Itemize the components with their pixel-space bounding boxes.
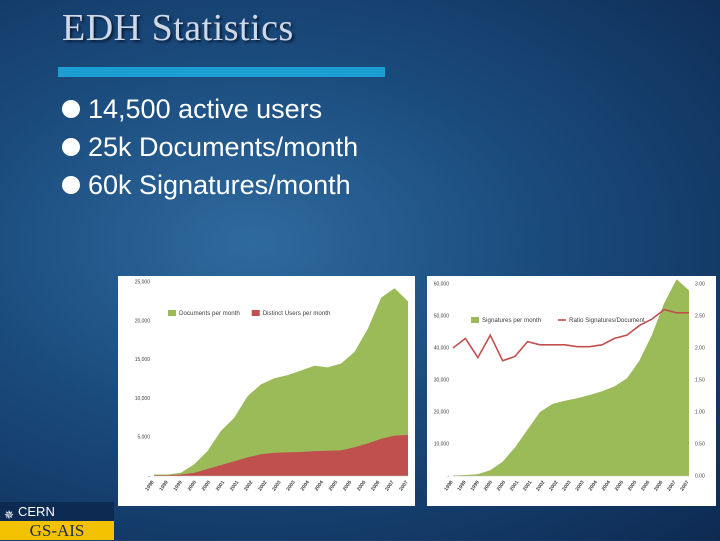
x-tick-label: 2007 [398,480,409,493]
gs-ais-label: GS-AIS [0,521,114,540]
bullet-dot-icon [62,176,80,194]
bullet-text: 60k Signatures/month [88,169,351,200]
legend-swatch [471,317,479,323]
bullet-list: 14,500 active users 25k Documents/month … [62,90,358,204]
legend-label: Distinct Users per month [263,310,331,317]
cern-logo-top: ✵ CERN [0,502,114,522]
x-tick-label: 2005 [614,480,625,493]
x-tick-label: 2005 [342,480,353,493]
x-tick-label: 2006 [370,480,381,493]
y2-tick-label: 2.00 [695,346,705,352]
y2-tick-label: 0.00 [695,474,705,480]
y2-tick-label: 1.00 [695,410,705,416]
bullet-text: 25k Documents/month [88,131,359,162]
x-tick-label: 2002 [243,480,254,493]
x-tick-label: 2005 [627,480,638,493]
y-tick-label: 25,000 [135,280,151,286]
y2-tick-label: 2.50 [695,314,705,320]
bullet-dot-icon [62,100,80,118]
y-tick-label: 50,000 [434,314,450,320]
x-tick-label: 2004 [588,480,599,493]
x-tick-label: 2005 [328,480,339,493]
x-tick-label: 2006 [653,480,664,493]
x-tick-label: 1999 [456,480,467,493]
x-tick-label: 2001 [215,480,226,493]
y2-tick-label: 1.50 [695,378,705,384]
x-tick-label: 2000 [496,480,507,493]
x-tick-label: 1999 [158,480,169,493]
x-tick-label: 1998 [144,480,155,493]
bullet-item: 25k Documents/month [62,128,358,166]
series-area [154,288,408,476]
y-tick-label: 5,000 [137,435,150,441]
x-tick-label: 1999 [470,480,481,493]
y-tick-label: 10,000 [135,396,151,402]
cern-rings-icon: ✵ [4,508,15,522]
x-tick-label: 2003 [271,480,282,493]
slide-title: EDH Statistics [62,7,294,49]
x-tick-label: 2001 [229,480,240,493]
x-tick-label: 2002 [548,480,559,493]
legend-swatch [251,310,260,316]
x-tick-label: 2004 [601,480,612,493]
x-tick-label: 2007 [679,480,690,493]
y-tick-label: - [148,474,150,480]
documents-users-chart: -5,000 10,000 15,000 20,000 25,000 1998 1999 19… [118,276,415,506]
y2-tick-label: 0.50 [695,442,705,448]
legend-label: Documents per month [179,310,240,317]
ratio-line [452,308,689,362]
x-tick-label: 2000 [483,480,494,493]
y2-tick-label: 3.00 [695,282,705,288]
x-tick-label: 2002 [257,480,268,493]
x-tick-label: 2003 [561,480,572,493]
cern-logo-text: CERN [18,504,55,519]
x-tick-label: 2007 [384,480,395,493]
y-tick-label: 40,000 [434,346,450,352]
y-tick-label: 60,000 [434,282,450,288]
x-tick-label: 1998 [443,480,454,493]
legend-label: Signatures per month [482,317,542,324]
cern-logo: ✵ CERN GS-AIS [0,502,114,540]
x-tick-label: 1999 [173,480,184,493]
x-tick-label: 2003 [285,480,296,493]
series-area [154,434,408,476]
series-area [453,279,689,476]
x-tick-label: 2006 [640,480,651,493]
legend-label: Ratio Signatures/Document [569,317,645,324]
x-tick-label: 2003 [574,480,585,493]
x-tick-label: 2001 [522,480,533,493]
x-tick-label: 2000 [187,480,198,493]
x-tick-label: 2002 [535,480,546,493]
bullet-text: 14,500 active users [88,93,323,124]
legend-swatch [168,310,176,316]
y-tick-label: 15,000 [135,357,151,363]
bullet-dot-icon [62,138,80,156]
bullet-item: 60k Signatures/month [62,166,358,204]
y-tick-label: 30,000 [434,378,450,384]
x-tick-label: 2001 [509,480,520,493]
y-tick-label: 20,000 [135,318,151,324]
y-tick-label: 20,000 [434,410,450,416]
x-tick-label: 2006 [356,480,367,493]
x-tick-label: 2004 [300,480,311,493]
signatures-ratio-chart: - 10,000 20,000 30,000 40,000 50,000 60,000 0.0… [427,276,716,506]
bullet-item: 14,500 active users [62,90,358,128]
y-tick-label: - [447,474,449,480]
title-underline [58,67,385,77]
signatures-ratio-chart-svg: - 10,000 20,000 30,000 40,000 50,000 60,000 0.0… [434,279,705,493]
y-tick-label: 10,000 [434,442,450,448]
x-tick-label: 2000 [201,480,212,493]
x-tick-label: 2007 [666,480,677,493]
x-tick-label: 2004 [314,480,325,493]
